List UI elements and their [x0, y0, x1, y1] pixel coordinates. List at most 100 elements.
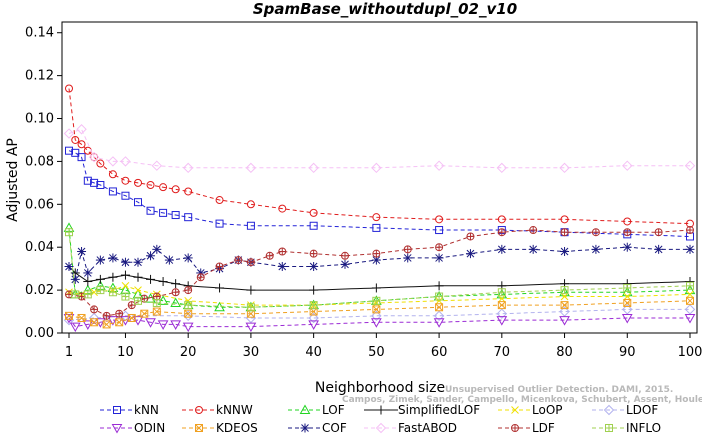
point-simplifiedlof-5	[120, 270, 130, 280]
point-odin-4	[107, 316, 119, 326]
point-kdeos-2	[90, 318, 99, 327]
point-fastabod-10	[433, 160, 445, 171]
axes-layer: 1 10 20 30 40 50 60 70 80 90 100 0.00 0.02 0.04 0.06 0.…	[25, 26, 702, 360]
point-knnw-18	[435, 215, 444, 224]
point-ldf-25	[591, 228, 600, 237]
point-knnw-14	[246, 200, 255, 209]
point-inflo-11	[372, 296, 381, 305]
point-kdeos-5	[127, 313, 136, 322]
y-tick-label-0: 0.00	[25, 326, 54, 341]
legend-marker-inflo	[605, 424, 613, 432]
point-ldof-6	[371, 310, 382, 322]
point-kdeos-13	[497, 301, 506, 310]
point-cof-3	[83, 268, 93, 278]
point-fastabod-14	[684, 160, 696, 171]
point-knn-4	[90, 178, 99, 187]
point-loop-14	[623, 292, 632, 301]
legend-label-fastabod: FastABOD	[398, 421, 457, 434]
plot-frame	[61, 21, 698, 334]
point-ldf-19	[403, 245, 412, 254]
point-ldf-8	[171, 288, 180, 297]
legend-marker-odin	[111, 424, 123, 434]
point-kdeos-14	[560, 301, 569, 310]
point-odin-13	[371, 318, 382, 328]
point-fastabod-3	[107, 156, 119, 167]
point-cof-4	[95, 255, 105, 265]
point-loop-13	[560, 292, 569, 301]
x-tick-label-0: 1	[65, 345, 73, 360]
point-inflo-4	[108, 288, 117, 297]
point-odin-10	[182, 322, 194, 333]
point-inflo-9	[246, 303, 255, 312]
point-ldf-9	[184, 286, 193, 295]
y-tick-label-4: 0.08	[25, 154, 54, 169]
series-line-ldof	[68, 308, 690, 321]
y-tick-label-5: 0.10	[25, 112, 54, 127]
legend-item-knnw: kNNW	[182, 403, 253, 417]
legend: kNN kNNW LOF SimplifiedLOF LoOP LDOF ODIN KDEOS…	[100, 403, 661, 435]
point-inflo-3	[96, 286, 105, 295]
y-tick-label-1: 0.02	[25, 283, 54, 298]
point-odin-11	[245, 322, 257, 333]
legend-item-ldof: LDOF	[592, 403, 658, 417]
point-fastabod-5	[151, 160, 163, 171]
point-odin-14	[433, 318, 445, 328]
chart-title: SpamBase_withoutdupl_02_v10	[253, 0, 517, 18]
point-knn-10	[159, 208, 168, 217]
legend-marker-kdeos	[195, 424, 203, 432]
point-kdeos-3	[102, 320, 111, 329]
point-ldf-2	[90, 305, 99, 314]
point-knnw-7	[121, 176, 130, 185]
legend-label-ldof: LDOF	[626, 403, 658, 417]
point-fastabod-7	[245, 162, 257, 174]
point-inflo-0	[65, 228, 73, 237]
point-cof-22	[465, 249, 475, 259]
y-tick-label-6: 0.12	[25, 69, 54, 84]
point-ldof-11	[684, 304, 696, 315]
x-tick-label-5: 50	[368, 345, 385, 360]
x-tick-label-2: 20	[180, 345, 197, 360]
point-knn-7	[121, 191, 130, 200]
x-tick-label-6: 60	[431, 345, 448, 360]
point-fastabod-13	[622, 160, 633, 171]
point-cof-7	[133, 257, 143, 267]
point-knn-14	[246, 221, 255, 230]
point-loop-7	[184, 296, 193, 305]
point-fastabod-9	[371, 162, 382, 174]
watermark-line-1: Unsupervised Outlier Detection. DAMI, 20…	[445, 385, 673, 395]
point-cof-27	[622, 242, 632, 252]
point-knnw-17	[372, 213, 381, 222]
legend-item-inflo: INFLO	[592, 421, 661, 435]
point-ldf-26	[623, 228, 632, 237]
point-kdeos-0	[65, 311, 73, 320]
point-simplifiedlof-3	[95, 274, 105, 284]
point-knn-13	[215, 219, 224, 228]
point-cof-26	[591, 244, 601, 254]
point-knn-1	[71, 148, 80, 157]
point-fastabod-1	[76, 124, 87, 135]
point-cof-5	[108, 253, 118, 263]
point-knnw-0	[65, 84, 73, 93]
point-knn-5	[96, 181, 105, 190]
legend-label-cof: COF	[322, 421, 347, 434]
legend-label-lof: LOF	[322, 403, 345, 417]
point-odin-12	[308, 320, 319, 330]
point-ldf-14	[265, 251, 274, 260]
point-knnw-19	[497, 215, 506, 224]
legend-marker-ldf	[511, 424, 519, 432]
point-knnw-1	[71, 135, 80, 144]
point-knn-8	[134, 198, 142, 207]
point-knnw-13	[215, 196, 224, 205]
point-odin-15	[496, 316, 508, 326]
point-inflo-5	[121, 292, 130, 301]
point-simplifiedlof-2	[83, 277, 93, 287]
point-ldf-13	[246, 258, 255, 267]
legend-label-simplifiedlof: SimplifiedLOF	[398, 403, 480, 417]
point-odin-5	[120, 316, 131, 326]
point-ldf-27	[654, 228, 663, 237]
point-fastabod-2	[88, 151, 100, 163]
series-cof	[64, 242, 695, 284]
series-line-knn	[68, 150, 691, 237]
legend-label-odin: ODIN	[134, 421, 165, 434]
